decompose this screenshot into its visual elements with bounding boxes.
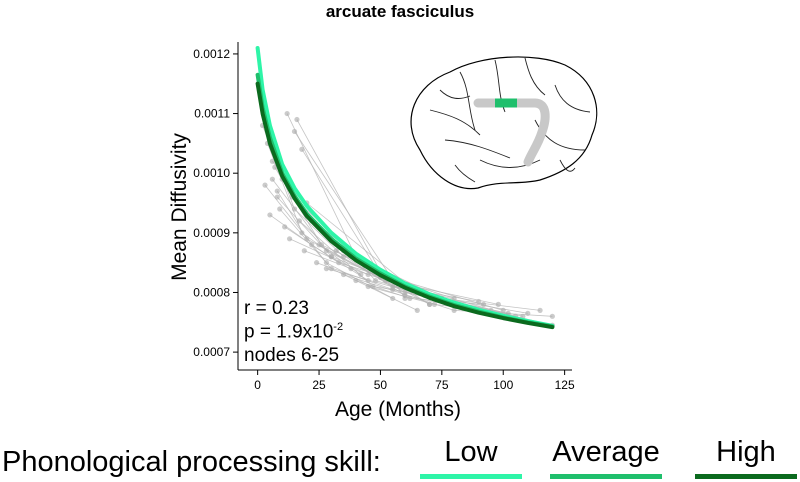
subject-point-29-0	[274, 194, 280, 200]
legend-item-average: Average	[550, 436, 662, 479]
subject-point-18-0	[286, 236, 293, 242]
subject-point-0-0	[262, 182, 268, 188]
series-line-high	[255, 81, 555, 330]
subject-line-9	[291, 196, 479, 302]
subject-point-27-0	[365, 283, 371, 290]
subject-point-26-0	[269, 176, 275, 182]
r-value: r = 0.23	[244, 298, 309, 319]
subject-point-22-2	[549, 313, 555, 319]
subject-point-25-0	[313, 260, 320, 266]
subject-point-21-2	[520, 313, 526, 319]
brain-sulci	[429, 57, 591, 183]
x-tick-label-4: 100	[493, 378, 513, 392]
subject-point-8-2	[414, 307, 420, 313]
subject-point-28-1	[402, 292, 408, 299]
subject-point-27-1	[431, 301, 438, 307]
subject-point-29-1	[323, 248, 330, 254]
p-value-base: p = 1.9x10	[244, 321, 334, 343]
legend-label-high: High	[716, 436, 776, 468]
legend-label-average: Average	[552, 436, 660, 468]
legend-swatch-average	[550, 474, 662, 479]
legend-swatch-low	[420, 474, 522, 479]
subject-point-16-0	[272, 164, 278, 170]
subject-point-28-0	[333, 248, 339, 254]
subject-point-2-0	[274, 188, 280, 194]
subject-point-6-0	[299, 146, 305, 152]
legend: Phonological processing skill: Low Avera…	[0, 436, 800, 482]
subject-point-15-2	[495, 301, 501, 307]
x-axis-label: Age (Months)	[335, 398, 461, 421]
y-tick-label-1: 0.0008	[193, 285, 230, 299]
fit-curves	[255, 46, 555, 330]
y-tick-label-4: 0.0011	[194, 107, 230, 121]
nodes-label: nodes 6-25	[244, 345, 340, 366]
legend-item-low: Low	[420, 436, 522, 479]
x-tick-label-5: 125	[555, 378, 575, 392]
subject-point-12-2	[358, 271, 364, 278]
x-tick-label-1: 25	[312, 378, 326, 392]
x-tick-label-0: 0	[254, 378, 261, 392]
subject-point-19-1	[348, 266, 354, 272]
subject-point-5-0	[291, 128, 298, 135]
axes: 0.0007 0.0008 0.0009 0.0010 0.0011 0.0012 0 25 5…	[193, 42, 575, 392]
subject-point-7-0	[267, 212, 273, 218]
legend-label-low: Low	[444, 436, 498, 468]
arcuate-tract	[473, 98, 550, 167]
subject-point-21-0	[323, 266, 330, 272]
brain-outline	[410, 56, 598, 190]
y-tick-label-2: 0.0009	[193, 226, 230, 240]
x-tick-label-3: 75	[435, 378, 449, 392]
subject-point-12-1	[299, 230, 305, 236]
brain-inset	[410, 56, 598, 190]
legend-swatch-high	[695, 474, 797, 479]
subject-point-23-0	[353, 277, 359, 284]
subject-point-20-2	[341, 254, 347, 260]
y-tick-label-5: 0.0012	[193, 47, 230, 61]
subject-point-17-2	[537, 307, 543, 313]
subject-point-8-0	[277, 206, 283, 212]
subject-point-22-0	[341, 271, 347, 278]
subject-point-13-0	[282, 224, 288, 230]
legend-title: Phonological processing skill:	[2, 446, 381, 478]
subject-point-4-0	[284, 110, 290, 117]
legend-item-high: High	[695, 436, 797, 479]
p-value-exponent: -2	[333, 321, 344, 333]
chart-plot: 0.0007 0.0008 0.0009 0.0010 0.0011 0.0012 0 25 5…	[168, 42, 598, 421]
x-tick-label-2: 50	[374, 378, 388, 392]
y-tick-label-3: 0.0010	[193, 166, 230, 180]
subject-point-23-2	[480, 301, 487, 307]
p-value: p = 1.9x10-2	[244, 321, 343, 343]
chart-title: arcuate fasciculus	[325, 2, 475, 21]
subject-point-14-0	[294, 116, 300, 123]
y-axis-label: Mean Diffusivity	[168, 133, 191, 281]
subject-line-26	[272, 178, 332, 257]
subject-point-26-1	[328, 254, 334, 260]
subject-point-22-1	[451, 307, 457, 313]
y-tick-label-0: 0.0007	[193, 345, 230, 359]
subject-point-19-0	[301, 248, 307, 254]
